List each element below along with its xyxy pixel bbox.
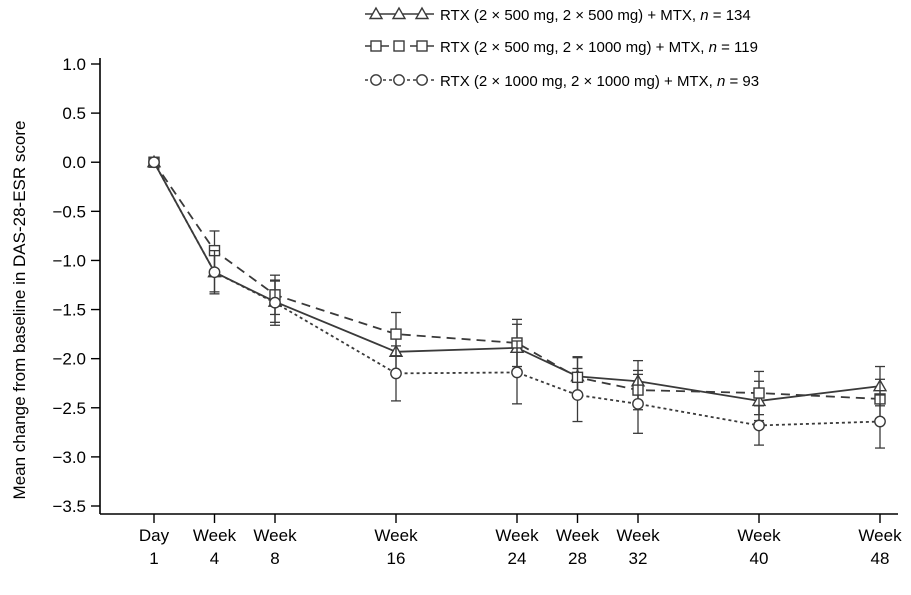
data-point: [753, 387, 765, 399]
legend-marker: [393, 74, 405, 86]
x-tick-label: Week: [253, 526, 297, 545]
y-tick-label: 1.0: [62, 55, 86, 74]
x-tick-label: 32: [629, 549, 648, 568]
y-tick-label: 0.0: [62, 153, 86, 172]
y-tick-label: −2.0: [52, 350, 86, 369]
axes: 1.0 0.5 0.0 −0.5 −1.0 −1.5 −2.0 −2.5 −3.0 −3.5 Day…: [52, 55, 902, 568]
y-tick-label: 0.5: [62, 104, 86, 123]
x-tick-label: Week: [556, 526, 600, 545]
x-tick-label: Week: [616, 526, 660, 545]
x-tick-label: 24: [508, 549, 527, 568]
x-tick-label: Week: [495, 526, 539, 545]
data-point: [571, 389, 584, 401]
legend-marker: [416, 74, 428, 86]
data-point: [390, 328, 402, 340]
legend-marker: [391, 6, 407, 20]
y-tick-label: −1.0: [52, 251, 86, 270]
series-circle: [148, 156, 886, 449]
data-point: [208, 266, 221, 279]
data-point: [511, 366, 523, 379]
x-tick-label: 28: [568, 549, 587, 568]
y-tick-label: −0.5: [52, 202, 86, 221]
legend-marker: [416, 40, 428, 52]
x-tick-label: Week: [374, 526, 418, 545]
legend-label: RTX (2 × 500 mg, 2 × 1000 mg) + MTX, n =…: [440, 39, 758, 56]
y-tick-label: −2.5: [52, 399, 86, 418]
y-tick-label: −1.5: [52, 301, 86, 320]
plot-area: [146, 154, 888, 449]
legend-entry: RTX (2 × 500 mg, 2 × 500 mg) + MTX, n = …: [365, 6, 751, 24]
legend: RTX (2 × 500 mg, 2 × 500 mg) + MTX, n = …: [365, 6, 759, 90]
y-tick-label: −3.5: [52, 497, 86, 516]
data-point: [632, 397, 644, 410]
x-tick-label: Week: [858, 526, 902, 545]
data-point: [148, 156, 160, 169]
x-tick-label: 16: [387, 549, 406, 568]
x-tick-label: Week: [193, 526, 237, 545]
series-line: [153, 161, 881, 427]
x-tick-label: 1: [149, 549, 158, 568]
legend-marker: [414, 6, 430, 20]
x-tick-label: 40: [750, 549, 769, 568]
x-tick-label: 4: [210, 549, 219, 568]
x-tick-label: 48: [871, 549, 890, 568]
x-tick-label: Day: [139, 526, 170, 545]
legend-marker: [368, 6, 384, 20]
legend-entry: RTX (2 × 1000 mg, 2 × 1000 mg) + MTX, n …: [365, 73, 759, 90]
y-axis-label: Mean change from baseline in DAS-28-ESR …: [10, 121, 29, 500]
legend-entry: RTX (2 × 500 mg, 2 × 1000 mg) + MTX, n =…: [365, 39, 758, 56]
legend-marker: [370, 74, 382, 86]
data-point: [390, 367, 402, 380]
legend-label: RTX (2 × 500 mg, 2 × 500 mg) + MTX, n = …: [440, 7, 751, 24]
legend-marker: [393, 40, 405, 52]
legend-label: RTX (2 × 1000 mg, 2 × 1000 mg) + MTX, n …: [440, 73, 759, 90]
x-tick-label: Week: [737, 526, 781, 545]
data-point: [269, 296, 281, 309]
x-tick-label: 8: [270, 549, 279, 568]
data-point: [753, 419, 765, 432]
legend-marker: [370, 40, 382, 52]
data-point: [874, 415, 886, 428]
y-tick-label: −3.0: [52, 448, 86, 467]
